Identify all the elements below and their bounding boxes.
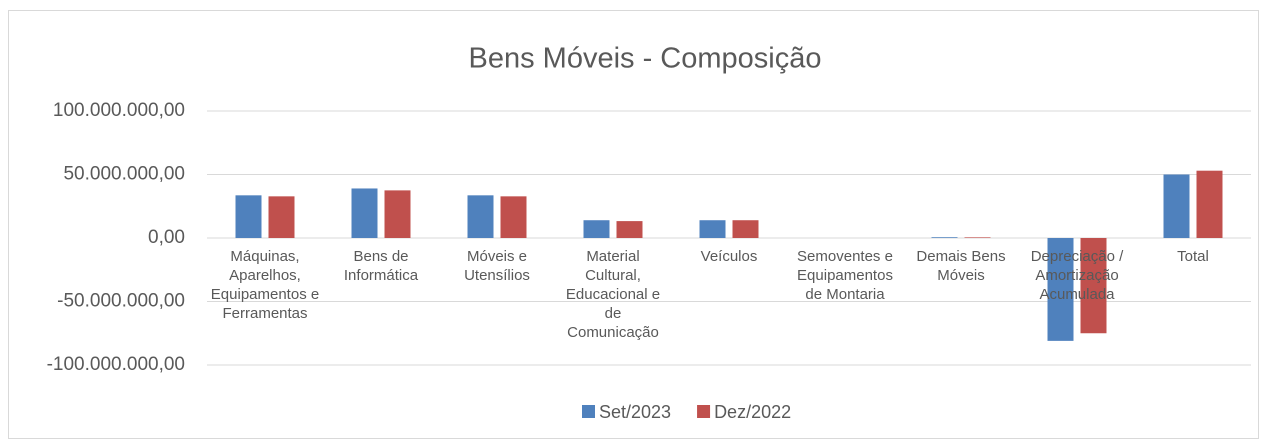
y-tick-label: -100.000.000,00 — [47, 354, 185, 375]
y-tick-label: 0,00 — [148, 227, 185, 248]
legend-swatch — [582, 405, 595, 418]
bar — [732, 220, 759, 238]
x-tick-label: Total — [1177, 248, 1209, 265]
bar — [1047, 238, 1074, 341]
legend-label: Dez/2022 — [714, 402, 791, 422]
bar — [500, 196, 527, 238]
x-tick-label: Móveis e Utensílios — [464, 248, 530, 284]
bar — [351, 188, 378, 238]
bar — [1080, 238, 1107, 334]
bar — [268, 196, 295, 238]
y-tick-label: 100.000.000,00 — [53, 100, 185, 121]
bar — [699, 220, 726, 238]
chart-title: Bens Móveis - Composição — [469, 43, 822, 75]
x-tick-label: Semoventes e Equipamentos de Montaria — [797, 248, 893, 303]
x-tick-label: Depreciação / Amortização Acumulada — [1030, 248, 1124, 303]
bar — [1196, 170, 1223, 238]
bar — [964, 237, 991, 238]
x-tick-label: Veículos — [700, 248, 758, 265]
bar — [616, 221, 643, 238]
y-tick-label: -50.000.000,00 — [57, 291, 185, 312]
bar — [1163, 174, 1190, 238]
x-tick-label: Bens de Informática — [343, 248, 419, 284]
bar — [235, 195, 262, 238]
y-tick-label: 50.000.000,00 — [63, 164, 185, 185]
x-tick-label: Máquinas, Aparelhos, Equipamentos e Ferr… — [210, 248, 320, 322]
legend-swatch — [697, 405, 711, 418]
legend-label: Set/2023 — [599, 402, 671, 422]
bar — [384, 190, 411, 238]
x-tick-label: Material Cultural, Educacional e de Comu… — [565, 248, 661, 341]
bar — [583, 220, 610, 238]
bar — [467, 195, 494, 238]
x-tick-label: Demais Bens Móveis — [916, 248, 1006, 284]
bar — [931, 237, 958, 238]
